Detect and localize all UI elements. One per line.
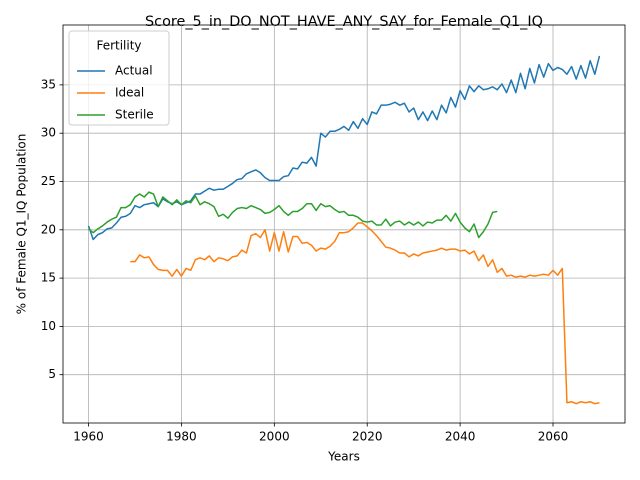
legend-box (68, 30, 170, 126)
y-tick-label: 30 (41, 126, 56, 140)
legend: Fertility Actual Ideal Sterile (68, 30, 170, 126)
x-tick-label: 1960 (73, 430, 104, 444)
y-tick-label: 5 (48, 367, 56, 381)
y-tick-label: 10 (41, 319, 56, 333)
x-tick-label: 2040 (445, 430, 476, 444)
x-tick-label: 1980 (166, 430, 197, 444)
legend-label: Actual (115, 64, 153, 78)
y-axis-label: % of Female Q1_IQ Population (15, 134, 29, 315)
y-tick-label: 35 (41, 77, 56, 91)
plot-frame (62, 24, 626, 424)
legend-title: Fertility (96, 39, 141, 53)
x-tick-label: 2060 (538, 430, 569, 444)
x-axis-label: Years (327, 450, 360, 464)
chart-title: Score_5_in_DO_NOT_HAVE_ANY_SAY_for_Femal… (145, 14, 543, 30)
x-tick-label: 2000 (259, 430, 290, 444)
x-tick-label: 2020 (352, 430, 383, 444)
legend-label: Sterile (115, 108, 154, 122)
y-tick-label: 15 (41, 271, 56, 285)
y-tick-label: 20 (41, 222, 56, 236)
legend-label: Ideal (115, 86, 144, 100)
data-line (88, 191, 498, 239)
y-tick-label: 25 (41, 174, 56, 188)
data-line (130, 222, 600, 405)
